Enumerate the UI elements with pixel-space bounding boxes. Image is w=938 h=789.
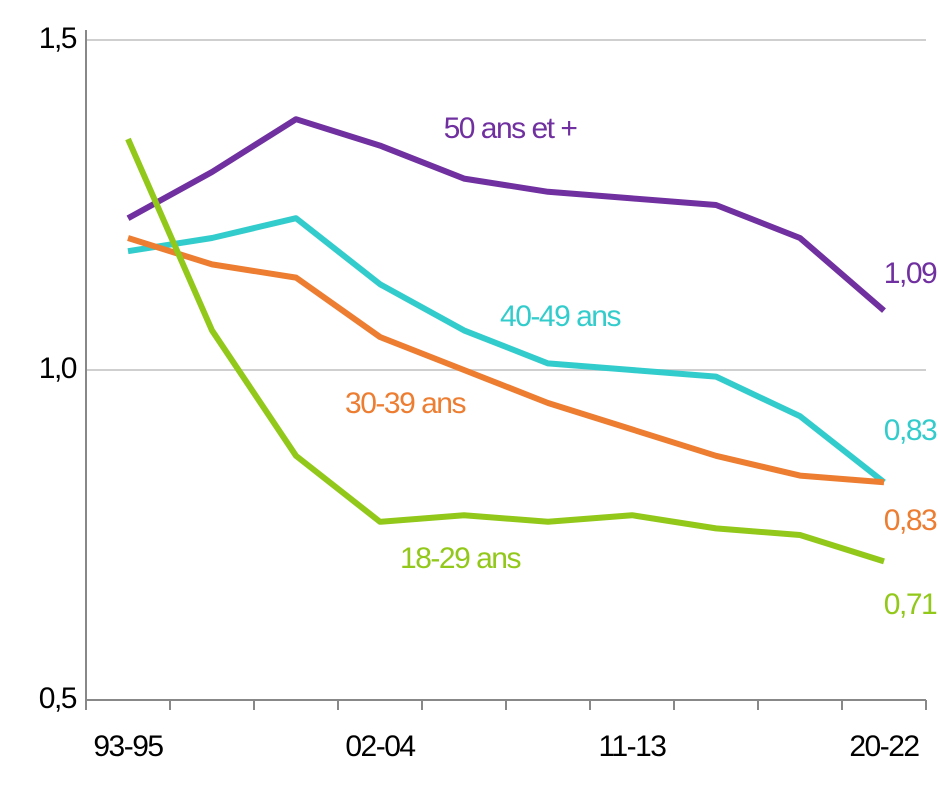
data-label: 1,09	[884, 257, 937, 290]
y-tick-label: 1,0	[39, 352, 77, 385]
data-label: 0,83	[884, 504, 937, 537]
data-label: 0,83	[884, 414, 937, 447]
series-label: 18-29 ans	[400, 542, 520, 575]
series-line	[125, 137, 885, 565]
y-tick-label: 0,5	[39, 682, 77, 715]
x-tick-label: 20-22	[849, 730, 919, 763]
x-tick-label: 11-13	[598, 730, 666, 763]
series-line	[126, 116, 886, 313]
series-label: 30-39 ans	[345, 387, 465, 420]
data-label: 0,71	[884, 588, 937, 621]
series-line	[127, 215, 886, 485]
x-tick-label: 93-95	[93, 730, 163, 763]
x-tick-label: 02-04	[345, 730, 415, 763]
y-tick-label: 1,5	[39, 22, 77, 55]
series-label: 50 ans et +	[444, 112, 578, 145]
series-label: 40-49 ans	[500, 300, 620, 333]
series-line	[127, 235, 885, 486]
